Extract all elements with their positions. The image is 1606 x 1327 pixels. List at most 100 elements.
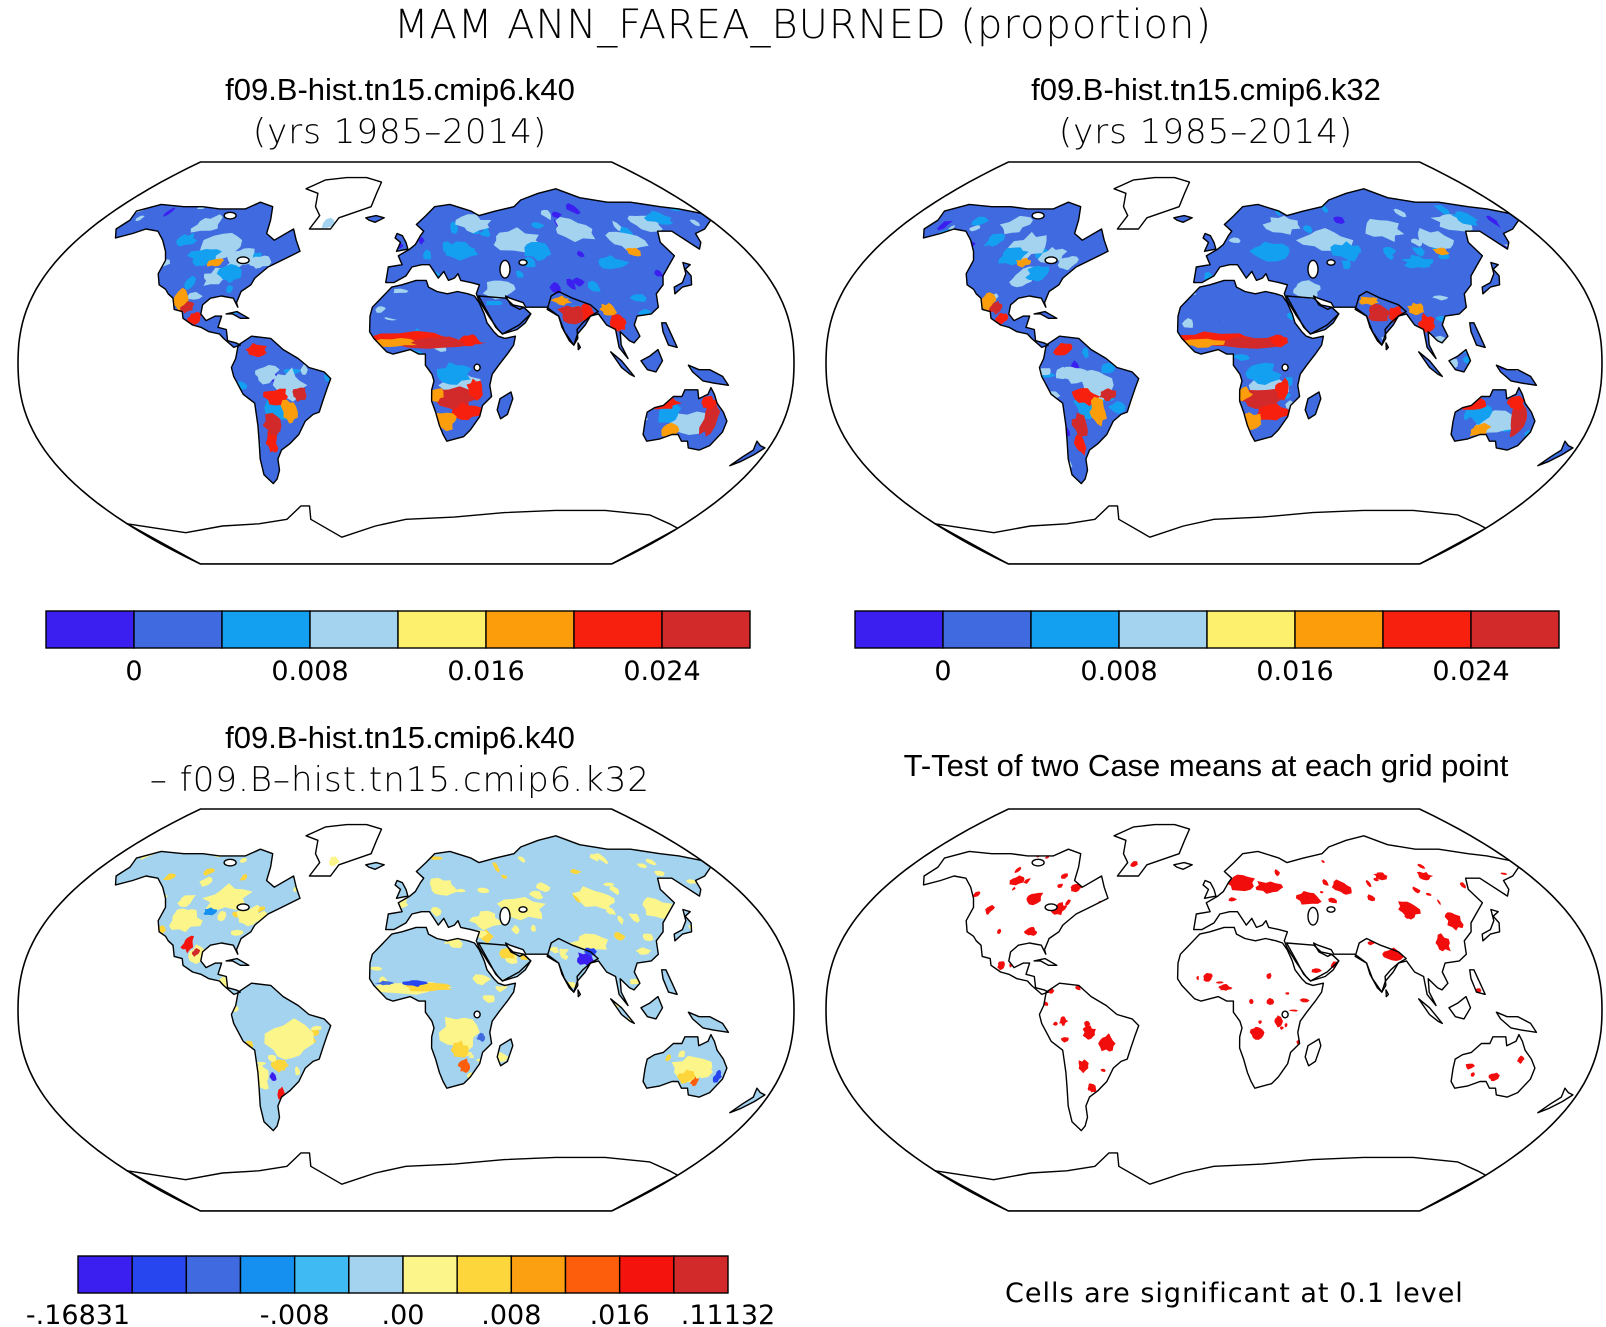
diff-speckle	[369, 966, 383, 971]
colorbar-box	[510, 1255, 567, 1294]
mean-speckle	[689, 219, 700, 227]
lake	[1326, 259, 1336, 266]
colorbar-box	[1294, 610, 1384, 649]
coastline-indonesia	[610, 351, 635, 378]
diff-speckle	[617, 915, 624, 925]
coastline-newguinea	[1495, 1011, 1538, 1033]
diff-patch	[677, 1069, 696, 1084]
coastline-iceland	[365, 861, 385, 870]
diff-patch	[438, 1016, 480, 1054]
coastline-samerica	[1038, 335, 1140, 485]
coastline-africa	[1176, 926, 1325, 1089]
significant-region	[1274, 1015, 1283, 1028]
mean-speckle	[576, 250, 585, 258]
significant-region	[1026, 892, 1044, 906]
significant-cell	[1289, 1009, 1299, 1012]
lake	[223, 211, 237, 220]
mean-patch	[1417, 312, 1436, 333]
significant-region	[1295, 891, 1322, 905]
significant-cell	[1057, 883, 1064, 888]
coastline-antarctica	[126, 505, 679, 564]
colorbar-tick-label: .11132	[681, 1300, 775, 1327]
mean-speckle	[418, 236, 425, 245]
mean-speckle	[1303, 225, 1313, 234]
land-philippines	[661, 969, 678, 995]
lake	[518, 906, 528, 913]
mean-patch	[669, 411, 713, 435]
land-japan	[1482, 909, 1500, 941]
significant-region	[1078, 1059, 1089, 1074]
coastline-eurasia	[385, 835, 712, 1007]
map-border	[825, 808, 1603, 1212]
land-namerica	[923, 202, 1108, 348]
colorbar-box	[1382, 610, 1472, 649]
coastline-india	[1354, 937, 1407, 993]
mean-patch	[1009, 268, 1034, 288]
mean-patch	[979, 292, 997, 312]
land-greenland	[306, 824, 382, 876]
mean-patch	[995, 312, 1009, 325]
colorbar-tick-label: -.16831	[26, 1300, 130, 1327]
colorbar-box	[573, 610, 663, 649]
land-borneo	[1449, 996, 1471, 1019]
lake	[473, 363, 481, 372]
coastline-india	[1354, 290, 1407, 346]
diff-speckle	[654, 870, 665, 877]
mean-patch	[1418, 228, 1454, 249]
coastline-uk	[394, 879, 409, 899]
mean-speckle	[531, 222, 545, 229]
mean-patch	[598, 255, 630, 270]
mean-patch	[466, 378, 483, 401]
land-uk	[395, 880, 408, 899]
coastline-namerica	[922, 201, 1109, 349]
colorbar-tick-label: 0.024	[1432, 656, 1509, 687]
diff-patch	[469, 910, 502, 931]
significant-cell	[1196, 975, 1199, 981]
diff-patch	[191, 948, 201, 957]
colorbar-tick-label: 0	[934, 656, 951, 687]
diff-speckle	[530, 924, 536, 932]
significant-region	[1049, 902, 1068, 916]
diff-speckle	[239, 857, 247, 863]
diff-patch	[572, 886, 615, 910]
lake	[236, 903, 250, 912]
colorbar-panel-1: 0 0.008 0.016 0.024	[45, 610, 751, 687]
significant-cell	[1014, 866, 1022, 874]
panel1-title-line2: (yrs 1985–2014)	[252, 112, 548, 152]
coastline-antarctica	[126, 1152, 679, 1211]
diff-speckle	[430, 906, 442, 917]
mean-speckle	[135, 215, 145, 222]
colorbar-box	[564, 1255, 621, 1294]
coastline-eurasia	[1193, 835, 1520, 1007]
sahara	[1185, 297, 1290, 327]
land-greenland	[306, 177, 382, 229]
coastline-namerica	[114, 201, 301, 349]
land-newzealand	[1537, 441, 1573, 466]
mean-patch	[263, 388, 288, 406]
mean-patch	[245, 343, 267, 358]
coastline-eurasia	[385, 188, 712, 360]
colorbar-box	[293, 1255, 350, 1294]
colorbar-box	[239, 1255, 296, 1294]
diff-speckle	[665, 1054, 671, 1062]
coastline-africa	[368, 279, 517, 442]
significant-cell	[1060, 1037, 1069, 1043]
significant-cell	[1321, 860, 1325, 863]
mean-patch	[187, 312, 201, 326]
mean-speckle	[1285, 377, 1293, 387]
mean-speckle	[485, 301, 503, 306]
land-antarctica	[935, 505, 1486, 564]
mean-patch	[1016, 257, 1031, 268]
significant-region	[1444, 912, 1464, 931]
mean-patch	[398, 336, 487, 349]
coastline-japan	[1481, 261, 1501, 295]
mean-patch	[1274, 377, 1289, 401]
coastline-greenland	[1113, 176, 1191, 230]
mean-patch	[216, 264, 242, 284]
significant-cell	[1044, 856, 1050, 859]
coastline-newguinea	[687, 364, 730, 386]
coastline-australia	[642, 1033, 728, 1098]
land-africa	[1177, 280, 1324, 442]
coastline-newzealand	[1537, 440, 1574, 467]
mean-patch	[248, 255, 272, 269]
